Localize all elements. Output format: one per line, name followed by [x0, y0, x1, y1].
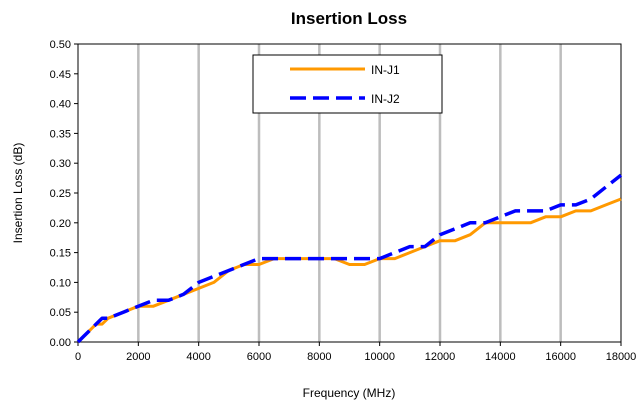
x-axis-label: Frequency (MHz)	[303, 386, 396, 400]
series-line-in-j1	[76, 197, 622, 344]
x-tick-label: 0	[75, 351, 81, 363]
y-axis: 0.00 0.05 0.10 0.15 0.20 0.25 0.30 0.35 0.40 0.45…	[50, 39, 78, 349]
y-tick-label: 0.45	[50, 69, 71, 81]
y-tick-label: 0.25	[50, 188, 71, 200]
legend-label-in-j1: IN-J1	[371, 63, 400, 77]
legend-box	[252, 54, 443, 114]
series-line-in-j2	[76, 173, 623, 344]
y-tick-label: 0.05	[50, 307, 71, 319]
x-tick-label: 4000	[186, 351, 210, 363]
x-tick-label: 10000	[364, 351, 395, 363]
y-tick-label: 0.20	[50, 218, 71, 230]
series-layer	[76, 173, 623, 344]
x-tick-label: 18000	[606, 351, 637, 363]
x-tick-label: 6000	[247, 351, 271, 363]
x-tick-label: 8000	[307, 351, 331, 363]
x-tick-label: 14000	[485, 351, 516, 363]
y-tick-label: 0.30	[50, 158, 71, 170]
y-tick-label: 0.10	[50, 277, 71, 289]
legend: IN-J1 IN-J2	[252, 54, 443, 114]
y-tick-label: 0.00	[50, 337, 71, 349]
y-tick-label: 0.35	[50, 128, 71, 140]
x-tick-label: 2000	[126, 351, 150, 363]
x-tick-label: 12000	[425, 351, 456, 363]
x-tick-label: 16000	[545, 351, 576, 363]
x-axis: 0 2000 4000 6000 8000 10000 12000 14000 16000 180…	[75, 342, 636, 363]
y-tick-label: 0.15	[50, 248, 71, 260]
y-tick-label: 0.50	[50, 39, 71, 51]
y-tick-label: 0.40	[50, 99, 71, 111]
legend-label-in-j2: IN-J2	[371, 92, 400, 106]
chart-title: Insertion Loss	[291, 9, 407, 28]
y-axis-label: Insertion Loss (dB)	[11, 143, 25, 244]
